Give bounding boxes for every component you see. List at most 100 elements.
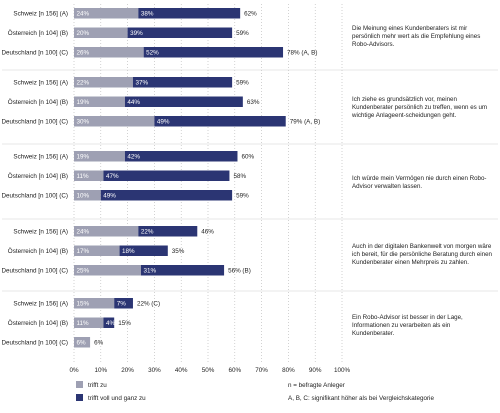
- segment-value-label: 44%: [127, 99, 140, 106]
- row-label: Schweiz [n 156] (A): [13, 300, 68, 307]
- segment-value-label: 6%: [77, 339, 87, 346]
- bar-segment-trifft-zu: [74, 298, 115, 309]
- segment-value-label: 15%: [77, 300, 90, 307]
- total-label: 56% (B): [228, 267, 251, 274]
- x-tick-label: 30%: [148, 367, 161, 374]
- legend-label: trifft voll und ganz zu: [88, 395, 146, 402]
- row-label: Österreich [n 104] (B): [8, 247, 68, 255]
- total-label: 59%: [236, 79, 249, 86]
- x-tick-label: 50%: [202, 367, 215, 374]
- bar-segment-trifft-zu: [74, 27, 128, 38]
- segment-value-label: 39%: [130, 30, 143, 37]
- x-tick-label: 70%: [255, 367, 268, 374]
- segment-value-label: 20%: [77, 30, 90, 37]
- x-tick-label: 60%: [228, 367, 241, 374]
- bar-segment-trifft-voll: [100, 190, 233, 201]
- row-label: Schweiz [n 156] (A): [13, 153, 68, 160]
- x-tick-label: 80%: [282, 367, 295, 374]
- total-label: 63%: [247, 99, 260, 106]
- segment-value-label: 25%: [77, 267, 90, 274]
- segment-value-label: 7%: [117, 300, 127, 307]
- statement-text: Ich ziehe es grundsätzlich vor, meinen K…: [352, 96, 488, 119]
- segment-value-label: 37%: [135, 79, 148, 86]
- total-label: 78% (A, B): [287, 49, 317, 56]
- bar-segment-trifft-voll: [154, 116, 286, 127]
- segment-value-label: 49%: [157, 118, 170, 125]
- segment-value-label: 22%: [141, 228, 154, 235]
- bar-segment-trifft-zu: [74, 47, 144, 58]
- row-label: Deutschland [n 100] (C): [1, 118, 68, 125]
- segment-value-label: 17%: [77, 248, 90, 255]
- segment-value-label: 38%: [141, 10, 154, 17]
- row-label: Schweiz [n 156] (A): [13, 79, 68, 86]
- bar-segment-trifft-voll: [141, 265, 225, 276]
- bar-segment-trifft-voll: [138, 226, 198, 237]
- segment-value-label: 49%: [103, 192, 116, 199]
- segment-value-label: 24%: [77, 10, 90, 17]
- segment-value-label: 31%: [144, 267, 157, 274]
- legend-note: A, B, C: signifikant höher als bei Vergl…: [288, 395, 434, 402]
- total-label: 35%: [172, 248, 185, 255]
- row-label: Schweiz [n 156] (A): [13, 228, 68, 235]
- segment-value-label: 30%: [77, 118, 90, 125]
- row-label: Deutschland [n 100] (C): [1, 267, 68, 274]
- segment-value-label: 47%: [106, 173, 119, 180]
- total-label: 46%: [201, 228, 214, 235]
- legend-swatch-trifft-zu: [76, 381, 83, 388]
- statement-text: Auch in der digitalen Bankenwelt von mor…: [352, 243, 492, 266]
- bar-segment-trifft-voll: [103, 317, 115, 328]
- row-label: Schweiz [n 156] (A): [13, 10, 68, 17]
- total-label: 15%: [118, 320, 131, 327]
- row-label: Österreich [n 104] (B): [8, 172, 68, 180]
- total-label: 62%: [244, 10, 257, 17]
- bar-segment-trifft-zu: [74, 265, 141, 276]
- segment-value-label: 52%: [146, 49, 159, 56]
- segment-value-label: 26%: [77, 49, 90, 56]
- row-label: Österreich [n 104] (B): [8, 98, 68, 106]
- x-tick-label: 90%: [309, 367, 322, 374]
- bar-segment-trifft-voll: [114, 298, 133, 309]
- row-label: Deutschland [n 100] (C): [1, 339, 68, 346]
- x-tick-label: 100%: [334, 367, 351, 374]
- bar-segment-trifft-voll: [127, 27, 233, 38]
- bar-segment-trifft-voll: [124, 151, 238, 162]
- segment-value-label: 4%: [106, 320, 116, 327]
- segment-value-label: 22%: [77, 79, 90, 86]
- bar-segment-trifft-voll: [119, 245, 168, 256]
- segment-value-label: 11%: [77, 173, 90, 180]
- bar-segment-trifft-zu: [74, 170, 104, 181]
- total-label: 6%: [94, 339, 104, 346]
- total-label: 58%: [233, 173, 246, 180]
- row-label: Deutschland [n 100] (C): [1, 49, 68, 56]
- bar-segment-trifft-zu: [74, 96, 125, 107]
- total-label: 22% (C): [137, 300, 160, 307]
- segment-value-label: 11%: [77, 320, 90, 327]
- bar-segment-trifft-zu: [74, 226, 139, 237]
- total-label: 60%: [241, 153, 254, 160]
- bar-segment-trifft-zu: [74, 8, 139, 19]
- row-label: Österreich [n 104] (B): [8, 29, 68, 37]
- bar-segment-trifft-zu: [74, 116, 155, 127]
- bar-segment-trifft-voll: [103, 170, 230, 181]
- bar-segment-trifft-zu: [74, 151, 125, 162]
- bar-segment-trifft-zu: [74, 317, 104, 328]
- segment-value-label: 19%: [77, 153, 90, 160]
- segment-value-label: 10%: [77, 192, 90, 199]
- segment-value-label: 24%: [77, 228, 90, 235]
- row-label: Deutschland [n 100] (C): [1, 192, 68, 199]
- x-tick-label: 40%: [175, 367, 188, 374]
- total-label: 59%: [236, 192, 249, 199]
- bar-segment-trifft-zu: [74, 190, 101, 201]
- bar-segment-trifft-voll: [143, 47, 284, 58]
- bar-segment-trifft-zu: [74, 337, 91, 348]
- statement-text: Ich würde mein Vermögen nie durch einen …: [352, 175, 487, 190]
- total-label: 59%: [236, 30, 249, 37]
- segment-value-label: 42%: [127, 153, 140, 160]
- x-tick-label: 0%: [69, 367, 79, 374]
- bar-segment-trifft-voll: [138, 8, 241, 19]
- x-tick-label: 10%: [94, 367, 107, 374]
- legend-note: n = befragte Anleger: [288, 382, 345, 389]
- legend-swatch-trifft-voll: [76, 394, 83, 401]
- bar-segment-trifft-voll: [132, 77, 233, 88]
- statement-text: Ein Robo-Advisor ist besser in der Lage,…: [352, 314, 463, 337]
